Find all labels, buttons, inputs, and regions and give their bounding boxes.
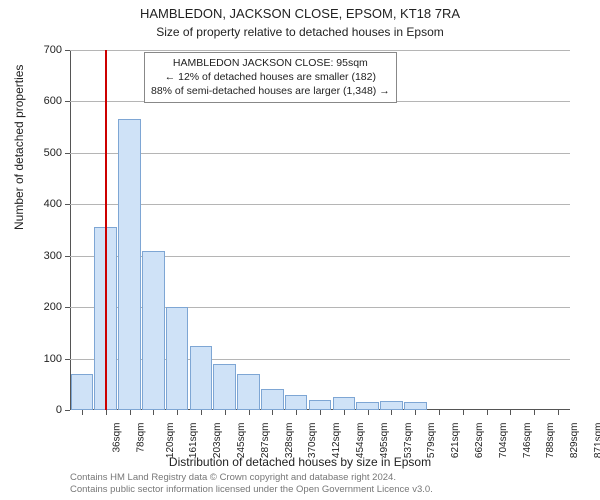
chart-area: 010020030040050060070036sqm78sqm120sqm16… [70,50,570,410]
xtick-mark [130,410,131,415]
y-axis-line [70,50,71,410]
xtick-mark [510,410,511,415]
xtick-mark [487,410,488,415]
info-box: HAMBLEDON JACKSON CLOSE: 95sqm ← 12% of … [144,52,397,103]
histogram-bar [261,389,284,410]
histogram-bar [356,402,379,410]
xtick-label: 788sqm [546,423,557,459]
plot-area: 010020030040050060070036sqm78sqm120sqm16… [70,50,570,410]
xtick-mark [177,410,178,415]
histogram-bar [142,251,165,410]
histogram-bar [166,307,189,410]
ytick-label: 500 [32,147,62,159]
xtick-mark [415,410,416,415]
xtick-mark [558,410,559,415]
xtick-label: 36sqm [111,423,122,453]
info-line-1: HAMBLEDON JACKSON CLOSE: 95sqm [151,56,390,70]
xtick-label: 704sqm [498,423,509,459]
xtick-label: 328sqm [284,423,295,459]
xtick-mark [106,410,107,415]
xtick-mark [439,410,440,415]
xtick-mark [391,410,392,415]
ytick-mark [65,153,70,154]
ytick-label: 300 [32,250,62,262]
copyright-line-1: Contains HM Land Registry data © Crown c… [70,472,433,484]
ytick-mark [65,204,70,205]
x-axis-label: Distribution of detached houses by size … [0,455,600,469]
xtick-label: 412sqm [331,423,342,459]
highlight-line [105,50,107,410]
xtick-label: 621sqm [450,423,461,459]
histogram-bar [333,397,356,410]
xtick-label: 120sqm [165,423,176,459]
y-axis-label: Number of detached properties [12,65,26,230]
copyright-line-2: Contains public sector information licen… [70,484,433,496]
xtick-mark [368,410,369,415]
ytick-label: 600 [32,95,62,107]
ytick-label: 200 [32,301,62,313]
histogram-bar [309,400,332,410]
xtick-label: 203sqm [212,423,223,459]
xtick-label: 829sqm [569,423,580,459]
xtick-mark [463,410,464,415]
xtick-mark [344,410,345,415]
gridline [70,153,570,154]
xtick-mark [225,410,226,415]
xtick-label: 746sqm [522,423,533,459]
xtick-mark [272,410,273,415]
histogram-bar [118,119,141,410]
xtick-label: 161sqm [188,423,199,459]
ytick-label: 700 [32,44,62,56]
xtick-label: 495sqm [379,423,390,459]
xtick-mark [153,410,154,415]
histogram-bar [380,401,403,410]
ytick-mark [65,359,70,360]
xtick-mark [320,410,321,415]
xtick-label: 287sqm [260,423,271,459]
xtick-mark [534,410,535,415]
copyright: Contains HM Land Registry data © Crown c… [70,472,433,496]
sub-title: Size of property relative to detached ho… [0,21,600,39]
xtick-mark [296,410,297,415]
xtick-mark [201,410,202,415]
histogram-bar [190,346,213,410]
ytick-mark [65,50,70,51]
histogram-bar [285,395,308,410]
histogram-bar [71,374,94,410]
ytick-label: 400 [32,198,62,210]
xtick-label: 78sqm [135,423,146,453]
ytick-label: 100 [32,353,62,365]
ytick-label: 0 [32,404,62,416]
histogram-bar [404,402,427,410]
gridline [70,204,570,205]
ytick-mark [65,101,70,102]
xtick-label: 370sqm [307,423,318,459]
histogram-bar [213,364,236,410]
histogram-bar [237,374,260,410]
xtick-label: 871sqm [593,423,600,459]
info-line-2: ← 12% of detached houses are smaller (18… [151,70,390,84]
gridline [70,50,570,51]
xtick-label: 579sqm [427,423,438,459]
xtick-mark [249,410,250,415]
ytick-mark [65,410,70,411]
xtick-label: 245sqm [236,423,247,459]
ytick-mark [65,307,70,308]
xtick-label: 662sqm [474,423,485,459]
ytick-mark [65,256,70,257]
main-title: HAMBLEDON, JACKSON CLOSE, EPSOM, KT18 7R… [0,0,600,21]
info-line-3: 88% of semi-detached houses are larger (… [151,84,390,98]
xtick-label: 454sqm [355,423,366,459]
xtick-label: 537sqm [403,423,414,459]
xtick-mark [82,410,83,415]
